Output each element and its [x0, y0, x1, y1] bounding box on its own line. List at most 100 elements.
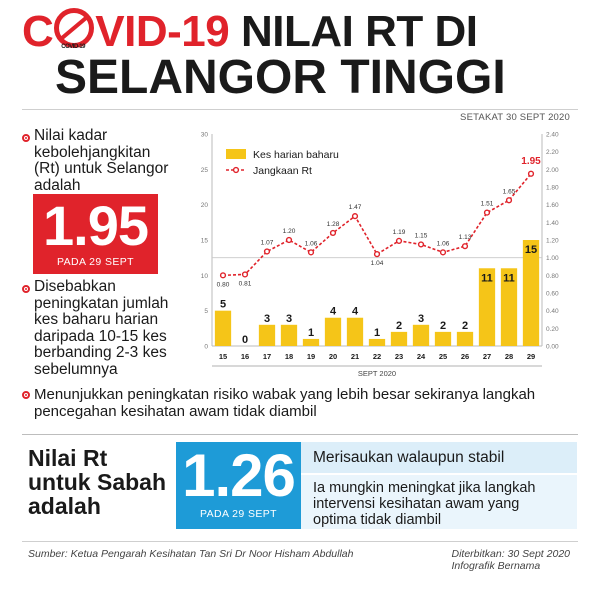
bar: [478, 268, 496, 346]
bar: [214, 310, 232, 346]
x-tick-label: 20: [329, 352, 337, 361]
bar-value-label: 2: [440, 320, 446, 332]
bar: [258, 324, 276, 346]
bar-value-label: 11: [503, 272, 515, 284]
selangor-intro-line: adalah: [34, 176, 81, 194]
rt-value-label: 1.04: [371, 260, 384, 267]
selangor-rt-date: PADA 29 SEPT: [57, 256, 134, 268]
left-tick-label: 25: [201, 167, 209, 174]
selangor-cause-line: kes baharu harian: [34, 311, 159, 328]
bar: [302, 338, 320, 346]
rt-value-label: 1.20: [283, 228, 296, 235]
bullet-icon: [22, 285, 30, 293]
x-tick-label: 27: [483, 352, 491, 361]
selangor-rt-value: 1.95: [43, 194, 149, 257]
rt-value-label: 1.65: [503, 188, 516, 195]
x-tick-label: 28: [505, 352, 513, 361]
right-tick-label: 0.00: [546, 344, 559, 351]
selangor-cause-line: daripada 10-15 kes: [34, 327, 167, 345]
right-tick-label: 0.20: [546, 326, 559, 333]
bar-value-label: 1: [374, 327, 380, 339]
left-tick-label: 10: [201, 273, 209, 280]
x-tick-label: 22: [373, 352, 381, 361]
x-tick-label: 21: [351, 352, 359, 361]
rt-value-label: 1.06: [305, 240, 318, 247]
virus-icon: [54, 8, 95, 71]
bar: [346, 317, 364, 346]
right-tick-label: 0.80: [546, 273, 559, 280]
rt-value-label: 1.28: [327, 221, 340, 228]
sabah-warning: Ia mungkin meningkat jika langkah interv…: [301, 475, 577, 529]
x-tick-label: 23: [395, 352, 403, 361]
rt-point: [219, 272, 227, 279]
published-date: Diterbitkan: 30 Sept 2020: [451, 548, 571, 560]
bar-value-label: 15: [525, 244, 537, 256]
selangor-cause-line: peningkatan jumlah: [34, 294, 169, 312]
left-tick-label: 0: [204, 344, 208, 351]
bar: [390, 331, 408, 346]
sabah-rt-value: 1.26: [182, 442, 296, 509]
sabah-label: Nilai Rt untuk Sabah adalah: [28, 446, 166, 518]
divider-middle: [22, 434, 578, 435]
rt-value-label: 0.80: [217, 281, 230, 288]
sabah-rt-box: 1.26 PADA 29 SEPT: [176, 442, 301, 529]
rt-point: [329, 229, 337, 237]
right-tick-label: 1.60: [546, 202, 559, 209]
risk-note: Menunjukkan peningkatan risiko wabak yan…: [34, 386, 536, 420]
bar-value-label: 2: [396, 320, 402, 332]
title-line-2: SELANGOR TINGGI: [55, 51, 506, 104]
as-of-date: SETAKAT 30 SEPT 2020: [460, 112, 570, 123]
selangor-intro-line: (Rt) untuk Selangor: [34, 160, 169, 177]
bar-value-label: 4: [330, 306, 337, 318]
rt-point: [373, 251, 381, 258]
rt-value-label: 1.07: [261, 239, 274, 246]
rt-value-label: 1.15: [415, 232, 428, 239]
rt-value-label: 1.13: [459, 234, 472, 241]
x-axis-label: SEPT 2020: [358, 369, 396, 378]
legend-label: Jangkaan Rt: [253, 165, 312, 177]
rt-value-label: 1.47: [349, 204, 362, 211]
rt-line: [222, 173, 532, 277]
bar-value-label: 0: [242, 334, 248, 346]
selangor-rt-box: 1.95 PADA 29 SEPT: [33, 194, 158, 274]
rt-point: [351, 213, 359, 220]
rt-value-label: 1.19: [393, 229, 406, 236]
sabah-label-line: adalah: [28, 493, 101, 519]
right-tick-label: 0.60: [546, 291, 559, 298]
bar: [434, 331, 452, 346]
bar: [368, 338, 386, 346]
legend-label: Kes harian baharu: [253, 149, 339, 161]
bar-value-label: 11: [481, 272, 493, 284]
publisher: Infografik Bernama: [451, 560, 541, 572]
selangor-intro-line: Nilai kadar: [34, 127, 108, 144]
selangor-intro: Nilai kadar kebolehjangkitan (Rt) untuk …: [34, 127, 169, 194]
rt-point: [241, 271, 249, 278]
rt-point: [527, 170, 535, 177]
rt-point: [439, 249, 447, 256]
published-info: Diterbitkan: 30 Sept 2020 Infografik Ber…: [452, 548, 571, 572]
x-tick-label: 15: [219, 352, 227, 361]
bar-value-label: 4: [352, 306, 359, 318]
left-tick-label: 5: [204, 308, 208, 315]
rt-point: [285, 236, 293, 244]
bar: [456, 331, 474, 346]
rt-value-label: 0.81: [239, 280, 252, 287]
x-tick-label: 24: [417, 352, 426, 361]
right-tick-label: 2.20: [546, 149, 559, 156]
right-tick-label: 1.00: [546, 255, 559, 262]
divider-top: [22, 109, 578, 110]
right-tick-label: 2.00: [546, 167, 559, 174]
bar-value-label: 3: [286, 313, 292, 325]
legend-line-marker: [232, 166, 240, 174]
bar-value-label: 5: [220, 299, 226, 311]
right-tick-label: 1.20: [546, 238, 559, 245]
selangor-intro-line: kebolehjangkitan: [34, 143, 151, 161]
rt-value-label: 1.06: [437, 240, 450, 247]
x-tick-label: 16: [241, 352, 249, 361]
rt-point: [461, 243, 469, 250]
bullet-icon: [22, 391, 30, 399]
bar-value-label: 2: [462, 320, 468, 332]
bar: [522, 240, 540, 346]
sabah-label-line: Nilai Rt: [28, 445, 108, 471]
rt-point: [417, 241, 425, 248]
